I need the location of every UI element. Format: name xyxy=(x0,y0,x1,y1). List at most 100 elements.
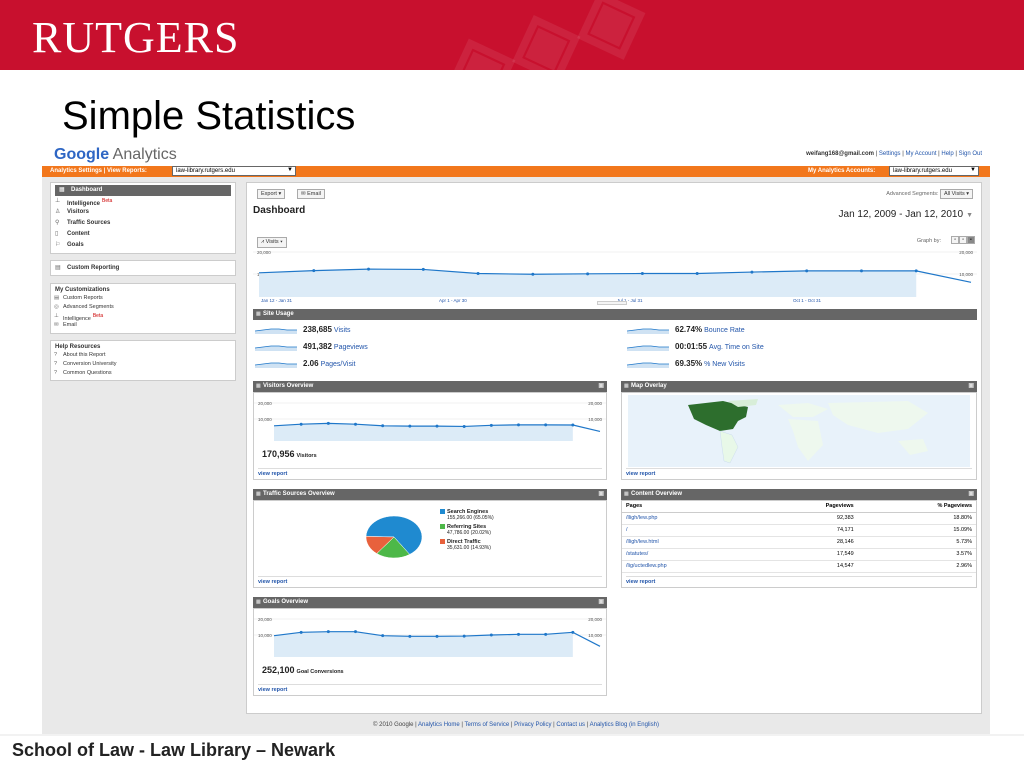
graph-by-month-button[interactable]: ▪ xyxy=(967,236,975,244)
export-button[interactable]: Export ▾ xyxy=(257,189,286,199)
advanced-segments-link[interactable]: ◎ Advanced Segments xyxy=(54,304,114,310)
chart-icon: ⊥ xyxy=(54,313,59,319)
sign-out-link[interactable]: Sign Out xyxy=(958,151,982,157)
my-customizations-title: My Customizations xyxy=(55,287,110,293)
settings-link[interactable]: Settings xyxy=(878,151,901,157)
legend-item: Search Engines 155,266.00 (65.05%) xyxy=(440,509,494,521)
footer-link-analytics-home[interactable]: Analytics Home xyxy=(418,722,460,728)
metric-label[interactable]: Bounce Rate xyxy=(704,327,745,334)
content-table: Pages Pageviews % Pageviews /lligh/lew.p… xyxy=(622,501,976,573)
sidebar-item-content[interactable]: ▯ Content xyxy=(51,229,235,240)
page-link[interactable]: /lligh/lew.html xyxy=(622,536,758,549)
metric-label[interactable]: % New Visits xyxy=(704,361,745,368)
dashboard-main: Export ▾ ✉ Email Advanced Segments: All … xyxy=(246,182,982,714)
goals-view-report-link[interactable]: view report xyxy=(258,684,602,695)
minimize-icon[interactable]: ▣ xyxy=(598,491,604,497)
google-analytics-logo[interactable]: Google Analytics xyxy=(54,146,177,163)
visitors-total: 170,956 Visitors xyxy=(262,449,317,459)
help-resources-box: Help Resources ? About this Report ? Conve… xyxy=(50,340,236,381)
date-range-picker[interactable]: Jan 12, 2009 - Jan 12, 2010 ▼ xyxy=(838,209,973,220)
visits-metric-select[interactable]: ⩘ Visits ▾ xyxy=(257,237,287,248)
graph-by-buttons: ▫ ▫ ▪ xyxy=(951,236,975,244)
sidebar-item-visitors[interactable]: ♙ Visitors xyxy=(51,207,235,218)
data-point xyxy=(805,269,809,273)
graph-by-day-button[interactable]: ▫ xyxy=(951,236,960,244)
flag-icon: ⚐ xyxy=(55,242,61,248)
conversion-university-link[interactable]: ? Conversion University xyxy=(54,361,117,367)
chart-resize-handle[interactable] xyxy=(597,301,627,305)
my-account-link[interactable]: My Account xyxy=(905,151,937,157)
minimize-icon[interactable]: ▣ xyxy=(968,491,974,497)
content-view-report-link[interactable]: view report xyxy=(626,576,972,587)
footer-divider xyxy=(0,734,1024,736)
metric-label[interactable]: Pageviews xyxy=(333,344,368,351)
footer-link-contact[interactable]: Contact us xyxy=(556,722,586,728)
data-point xyxy=(517,423,520,427)
table-row: /lligh/lew.php 92,383 18.80% xyxy=(622,512,976,525)
sidebar-item-custom-reporting[interactable]: ▤ Custom Reporting xyxy=(51,261,235,275)
x-tick-label: Jul 1 - Jul 31 xyxy=(617,298,643,303)
sparkline xyxy=(255,362,297,368)
chevron-down-icon: ▾ xyxy=(278,191,282,197)
help-link[interactable]: Help xyxy=(941,151,954,157)
metric-label[interactable]: Avg. Time on Site xyxy=(709,344,764,351)
footer-link-terms[interactable]: Terms of Service xyxy=(464,722,510,728)
envelope-icon: ✉ xyxy=(54,322,59,328)
metric-label[interactable]: Pages/Visit xyxy=(320,361,356,368)
traffic-sources-header: Traffic Sources Overview▣ xyxy=(253,489,607,500)
goals-overview-header: Goals Overview▣ xyxy=(253,597,607,608)
sidebar-item-intelligence[interactable]: ⊥ Intelligence Beta xyxy=(55,198,113,207)
page-link[interactable]: /lig/uctedlew.php xyxy=(622,560,758,573)
column-header-pageviews: Pageviews xyxy=(757,501,858,513)
map-view-report-link[interactable]: view report xyxy=(626,468,972,479)
data-point xyxy=(476,272,480,276)
metric-label[interactable]: Visits xyxy=(333,327,351,334)
graph-by-week-button[interactable]: ▫ xyxy=(959,236,968,244)
data-point xyxy=(326,630,330,634)
all-visits-select[interactable]: All Visits ▾ xyxy=(940,189,973,199)
custom-reports-link[interactable]: ▤ Custom Reports xyxy=(54,295,103,301)
data-point xyxy=(640,272,644,276)
sparkline-line xyxy=(627,328,669,332)
email-link[interactable]: ✉ Email xyxy=(54,322,77,328)
footer-link-privacy[interactable]: Privacy Policy xyxy=(514,722,552,728)
site-usage-metric: 491,382 Pageviews xyxy=(255,342,368,356)
site-usage-metric: 2.06 Pages/Visit xyxy=(255,359,355,373)
custom-reporting-box: ▤ Custom Reporting xyxy=(50,260,236,276)
common-questions-link[interactable]: ? Common Questions xyxy=(54,370,112,376)
legend-swatch xyxy=(440,509,445,515)
accounts-select[interactable]: law-library.rutgers.edu ▼ xyxy=(889,166,979,176)
page-link[interactable]: /statutes/ xyxy=(622,548,758,561)
table-row: /lig/uctedlew.php 14,547 2.96% xyxy=(622,560,976,573)
intelligence-link[interactable]: ⊥ Intelligence Beta xyxy=(54,313,104,322)
data-point xyxy=(531,272,535,276)
report-icon: ▤ xyxy=(54,295,60,301)
data-point xyxy=(489,423,493,427)
pageviews-cell: 28,146 xyxy=(757,536,858,549)
traffic-view-report-link[interactable]: view report xyxy=(258,576,602,587)
table-row: /lligh/lew.html 28,146 5.73% xyxy=(622,536,976,549)
data-point xyxy=(489,633,493,637)
sidebar-item-dashboard[interactable]: ▦ Dashboard xyxy=(55,185,231,196)
minimize-icon[interactable]: ▣ xyxy=(598,599,604,605)
analytics-settings-link[interactable]: Analytics Settings | View Reports: xyxy=(50,168,147,174)
about-report-link[interactable]: ? About this Report xyxy=(54,352,106,358)
email-button[interactable]: ✉ Email xyxy=(297,189,325,199)
minimize-icon[interactable]: ▣ xyxy=(968,383,974,389)
sidebar-item-traffic-sources[interactable]: ⚲ Traffic Sources xyxy=(51,218,235,229)
page-link[interactable]: /lligh/lew.php xyxy=(622,512,758,525)
y-tick-label: 10,000 xyxy=(588,633,602,638)
world-map[interactable] xyxy=(628,395,970,467)
question-icon: ? xyxy=(54,352,58,358)
legend-label: Search Engines xyxy=(447,509,489,515)
segments-icon: ◎ xyxy=(54,304,59,310)
page-link[interactable]: / xyxy=(622,524,758,537)
sidebar-item-goals[interactable]: ⚐ Goals xyxy=(51,240,235,251)
visitors-view-report-link[interactable]: view report xyxy=(258,468,602,479)
y-tick-label: 20,000 xyxy=(258,401,272,406)
minimize-icon[interactable]: ▣ xyxy=(598,383,604,389)
data-point xyxy=(354,422,357,426)
footer-link-blog[interactable]: Analytics Blog (in English) xyxy=(589,722,659,728)
data-point xyxy=(367,267,371,271)
view-reports-select[interactable]: law-library.rutgers.edu ▼ xyxy=(172,166,296,176)
